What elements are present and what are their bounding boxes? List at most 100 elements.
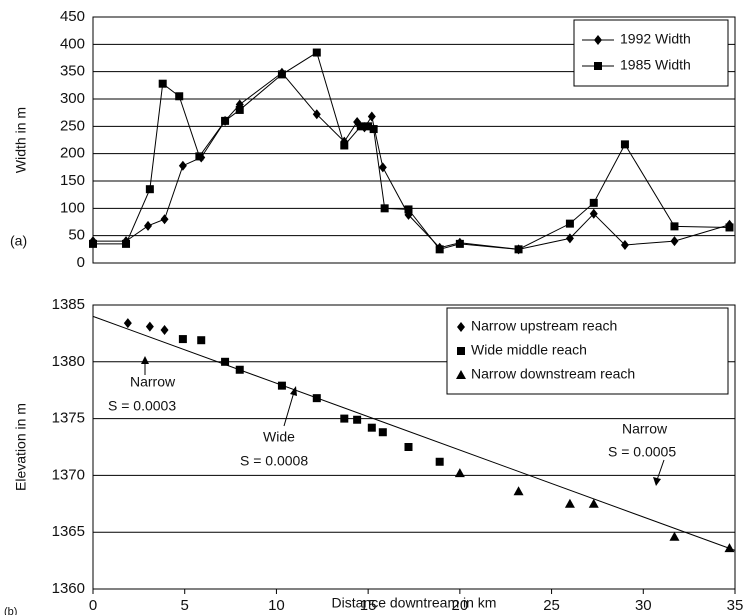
y-tick-label: 250 bbox=[60, 117, 85, 134]
marker bbox=[378, 428, 387, 437]
marker bbox=[221, 357, 230, 366]
y-tick-label: 1365 bbox=[52, 523, 85, 540]
marker bbox=[725, 223, 734, 232]
marker bbox=[277, 70, 286, 79]
arrow bbox=[656, 459, 665, 481]
annotation: S = 0.0003 bbox=[108, 398, 176, 414]
marker bbox=[565, 219, 574, 228]
marker bbox=[277, 381, 286, 390]
marker bbox=[160, 214, 169, 225]
marker bbox=[513, 486, 524, 496]
legend-label: 1992 Width bbox=[620, 31, 691, 47]
marker bbox=[380, 204, 389, 213]
legend-label: Wide middle reach bbox=[471, 342, 587, 358]
legend-box bbox=[446, 307, 729, 395]
y-tick-label: 100 bbox=[60, 199, 85, 216]
x-tick-label: 30 bbox=[635, 597, 652, 614]
legend-label: Narrow downstream reach bbox=[471, 366, 635, 382]
x-tick-label: 15 bbox=[360, 597, 377, 614]
arrow bbox=[283, 391, 295, 427]
marker bbox=[454, 468, 465, 478]
marker bbox=[356, 122, 365, 131]
marker bbox=[367, 423, 376, 432]
legend-marker bbox=[594, 35, 602, 45]
legend-box bbox=[573, 19, 729, 87]
marker bbox=[670, 236, 679, 247]
y-tick-label: 300 bbox=[60, 90, 85, 107]
trend-line bbox=[92, 315, 736, 551]
arrow-head bbox=[141, 356, 149, 364]
marker bbox=[123, 318, 132, 329]
annotation: S = 0.0008 bbox=[240, 453, 308, 469]
marker bbox=[195, 152, 204, 161]
legend-marker bbox=[457, 322, 465, 332]
plot-frame bbox=[92, 304, 736, 590]
marker bbox=[145, 185, 154, 194]
x-tick-label: 0 bbox=[89, 597, 97, 614]
legend-label: Narrow upstream reach bbox=[471, 318, 617, 334]
marker bbox=[404, 205, 413, 214]
marker bbox=[588, 498, 599, 508]
y-tick-label: 1375 bbox=[52, 410, 85, 427]
marker bbox=[364, 122, 373, 131]
marker bbox=[122, 239, 131, 248]
x-tick-label: 10 bbox=[268, 597, 285, 614]
marker bbox=[564, 498, 575, 508]
plot-frame bbox=[92, 16, 736, 264]
marker bbox=[724, 543, 735, 553]
y-tick-label: 450 bbox=[60, 8, 85, 25]
y-tick-label: 0 bbox=[77, 254, 85, 271]
x-tick-label: 35 bbox=[727, 597, 744, 614]
marker bbox=[589, 208, 598, 219]
marker bbox=[235, 105, 244, 114]
marker bbox=[620, 239, 629, 250]
legend-marker bbox=[456, 370, 466, 379]
marker bbox=[178, 335, 187, 344]
marker bbox=[589, 198, 598, 207]
x-axis-label: Distance downtream in km bbox=[332, 595, 497, 611]
annotation: Wide bbox=[263, 429, 295, 445]
annotation: S = 0.0005 bbox=[608, 444, 676, 460]
y-tick-label: 50 bbox=[68, 227, 85, 244]
marker bbox=[89, 239, 97, 248]
y-tick-label: 150 bbox=[60, 172, 85, 189]
marker bbox=[620, 140, 629, 149]
marker bbox=[367, 111, 376, 122]
y-tick-label: 350 bbox=[60, 63, 85, 80]
marker bbox=[435, 457, 444, 466]
y-tick-label: 1385 bbox=[52, 296, 85, 313]
marker bbox=[340, 141, 349, 150]
marker bbox=[435, 245, 444, 254]
marker bbox=[340, 414, 349, 423]
legend-marker bbox=[594, 62, 602, 70]
y-tick-label: 1380 bbox=[52, 353, 85, 370]
x-tick-label: 5 bbox=[181, 597, 189, 614]
marker bbox=[178, 160, 187, 171]
marker bbox=[175, 92, 184, 101]
y-tick-label: 200 bbox=[60, 145, 85, 162]
panel-label: (a) bbox=[10, 233, 27, 249]
arrow-head bbox=[653, 477, 661, 486]
marker bbox=[160, 324, 169, 335]
annotation: Narrow bbox=[130, 374, 176, 390]
marker bbox=[235, 365, 244, 374]
y-tick-label: 400 bbox=[60, 35, 85, 52]
marker bbox=[312, 109, 321, 120]
marker bbox=[565, 233, 574, 244]
y-tick-label: 1370 bbox=[52, 466, 85, 483]
marker bbox=[353, 415, 362, 424]
legend-marker bbox=[457, 347, 465, 355]
marker bbox=[378, 162, 387, 173]
y-axis-label: Width in m bbox=[13, 107, 29, 173]
annotation: Narrow bbox=[622, 421, 668, 437]
marker bbox=[669, 531, 680, 541]
marker bbox=[197, 336, 206, 345]
y-tick-label: 1360 bbox=[52, 580, 85, 597]
x-tick-label: 20 bbox=[452, 597, 469, 614]
legend-label: 1985 Width bbox=[620, 57, 691, 73]
marker bbox=[221, 116, 230, 125]
marker bbox=[369, 125, 378, 134]
marker bbox=[514, 245, 523, 254]
marker bbox=[312, 48, 321, 57]
